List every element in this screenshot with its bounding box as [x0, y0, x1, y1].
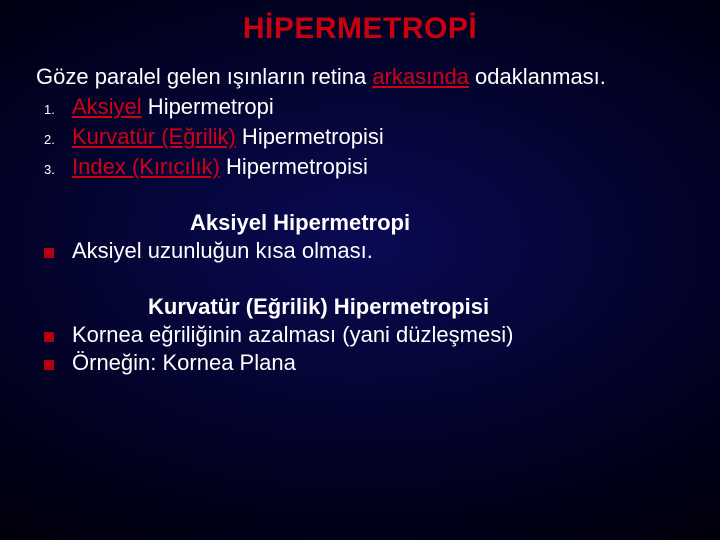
bullet-row: Örneğin: Kornea Plana — [44, 350, 720, 376]
section-heading: Aksiyel Hipermetropi — [190, 210, 720, 236]
ordered-underlined: Index (Kırıcılık) — [72, 154, 220, 179]
section-2: Kurvatür (Eğrilik) Hipermetropisi Kornea… — [0, 294, 720, 376]
bullet-text: Kornea eğriliğinin azalması (yani düzleş… — [72, 322, 513, 348]
intro-underlined: arkasında — [372, 64, 469, 89]
intro-sentence: Göze paralel gelen ışınların retina arka… — [36, 64, 720, 90]
list-text: Kurvatür (Eğrilik) Hipermetropisi — [72, 124, 384, 150]
bullet-row: Aksiyel uzunluğun kısa olması. — [44, 238, 720, 264]
slide-title: HİPERMETROPİ — [0, 0, 720, 46]
ordered-rest: Hipermetropisi — [236, 124, 384, 149]
ordered-list: 1. Aksiyel Hipermetropi 2. Kurvatür (Eğr… — [44, 94, 720, 180]
intro-pre: Göze paralel gelen ışınların retina — [36, 64, 372, 89]
list-number: 3. — [44, 162, 72, 177]
list-item: 1. Aksiyel Hipermetropi — [44, 94, 720, 120]
bullet-text: Aksiyel uzunluğun kısa olması. — [72, 238, 373, 264]
ordered-underlined: Kurvatür (Eğrilik) — [72, 124, 236, 149]
intro-post: odaklanması. — [469, 64, 606, 89]
list-item: 2. Kurvatür (Eğrilik) Hipermetropisi — [44, 124, 720, 150]
list-text: Index (Kırıcılık) Hipermetropisi — [72, 154, 368, 180]
square-bullet-icon — [44, 248, 72, 258]
square-bullet-icon — [44, 360, 72, 370]
bullet-text: Örneğin: Kornea Plana — [72, 350, 296, 376]
list-number: 2. — [44, 132, 72, 147]
section-heading: Kurvatür (Eğrilik) Hipermetropisi — [148, 294, 720, 320]
bullet-row: Kornea eğriliğinin azalması (yani düzleş… — [44, 322, 720, 348]
section-1: Aksiyel Hipermetropi Aksiyel uzunluğun k… — [0, 210, 720, 264]
list-number: 1. — [44, 102, 72, 117]
square-bullet-icon — [44, 332, 72, 342]
ordered-rest: Hipermetropi — [142, 94, 274, 119]
ordered-underlined: Aksiyel — [72, 94, 142, 119]
ordered-rest: Hipermetropisi — [220, 154, 368, 179]
list-item: 3. Index (Kırıcılık) Hipermetropisi — [44, 154, 720, 180]
list-text: Aksiyel Hipermetropi — [72, 94, 274, 120]
